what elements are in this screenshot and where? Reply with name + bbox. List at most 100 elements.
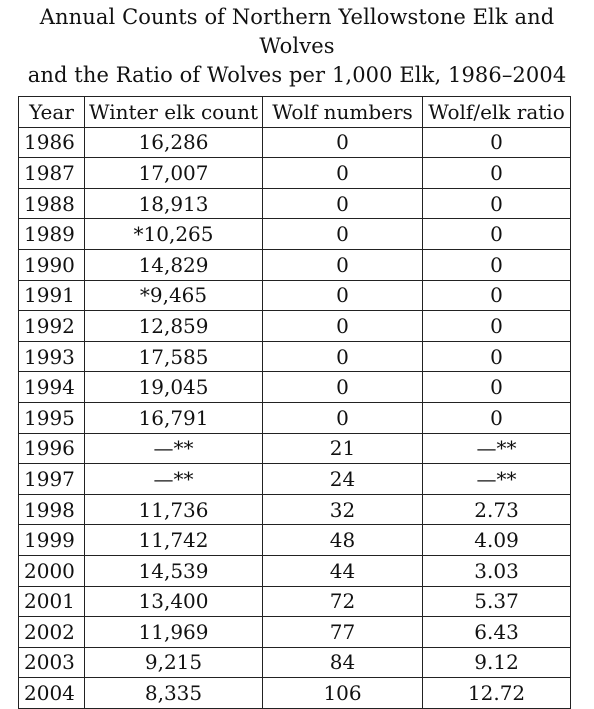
table-row: 1994 19,045 0 0 (18, 371, 572, 403)
cell-year: 1986 (18, 126, 85, 159)
cell-elk-count: 17,007 (83, 157, 264, 189)
table-title: Annual Counts of Northern Yellowstone El… (0, 3, 594, 90)
cell-wolf-numbers: 0 (262, 310, 424, 342)
cell-wolf-numbers: 48 (262, 524, 424, 556)
cell-wolf-elk-ratio: 0 (422, 126, 572, 159)
cell-year: 2004 (18, 677, 85, 709)
cell-wolf-elk-ratio: 3.03 (422, 554, 572, 587)
cell-wolf-numbers: 21 (262, 432, 424, 465)
table-title-line-1: Annual Counts of Northern Yellowstone El… (39, 5, 555, 58)
cell-year: 1989 (18, 218, 85, 250)
cell-year: 2002 (18, 616, 85, 648)
table-row: 2000 14,539 44 3.03 (18, 554, 572, 587)
cell-wolf-numbers: 72 (262, 585, 424, 618)
cell-year: 1999 (18, 524, 85, 556)
cell-wolf-elk-ratio: 0 (422, 340, 572, 373)
cell-wolf-numbers: 0 (262, 401, 424, 434)
cell-elk-count: —** (83, 463, 264, 495)
cell-wolf-numbers: 106 (262, 677, 424, 709)
cell-elk-count: 11,736 (83, 493, 264, 526)
cell-elk-count: 14,539 (83, 554, 264, 587)
elk-wolf-table: Year Winter elk count Wolf numbers Wolf/… (18, 96, 572, 709)
cell-elk-count: 13,400 (83, 585, 264, 618)
cell-wolf-numbers: 0 (262, 371, 424, 403)
cell-wolf-elk-ratio: 0 (422, 187, 572, 220)
table-row: 1998 11,736 32 2.73 (18, 493, 572, 526)
cell-year: 2003 (18, 646, 85, 679)
cell-wolf-elk-ratio: —** (422, 432, 572, 465)
cell-wolf-elk-ratio: 12.72 (422, 677, 572, 709)
table-row: 1987 17,007 0 0 (18, 157, 572, 189)
cell-wolf-elk-ratio: 0 (422, 310, 572, 342)
header-year: Year (18, 96, 85, 128)
table-title-line-2: and the Ratio of Wolves per 1,000 Elk, 1… (27, 63, 567, 87)
cell-elk-count: 16,286 (83, 126, 264, 159)
table-row: 1989 *10,265 0 0 (18, 218, 572, 250)
cell-wolf-elk-ratio: 0 (422, 248, 572, 281)
cell-wolf-elk-ratio: 0 (422, 279, 572, 312)
table-row: 1996 —** 21 —** (18, 432, 572, 465)
table-row: 1992 12,859 0 0 (18, 310, 572, 342)
table-body: 1986 16,286 0 0 1987 17,007 0 0 1988 18,913 0 0 1989… (18, 126, 572, 709)
cell-elk-count: 18,913 (83, 187, 264, 220)
table-row: 2004 8,335 106 12.72 (18, 677, 572, 709)
cell-year: 1997 (18, 463, 85, 495)
cell-year: 1993 (18, 340, 85, 373)
cell-elk-count: 17,585 (83, 340, 264, 373)
cell-wolf-numbers: 0 (262, 126, 424, 159)
cell-wolf-numbers: 84 (262, 646, 424, 679)
cell-elk-count: 11,742 (83, 524, 264, 556)
cell-wolf-numbers: 77 (262, 616, 424, 648)
cell-elk-count: 12,859 (83, 310, 264, 342)
cell-wolf-elk-ratio: —** (422, 463, 572, 495)
table-row: 1990 14,829 0 0 (18, 248, 572, 281)
table-row: 1986 16,286 0 0 (18, 126, 572, 159)
cell-year: 1988 (18, 187, 85, 220)
cell-wolf-numbers: 24 (262, 463, 424, 495)
cell-year: 1991 (18, 279, 85, 312)
header-wolf-numbers: Wolf numbers (262, 96, 424, 128)
header-elk-count: Winter elk count (83, 96, 264, 128)
table-row: 1991 *9,465 0 0 (18, 279, 572, 312)
table-row: 2003 9,215 84 9.12 (18, 646, 572, 679)
cell-year: 1987 (18, 157, 85, 189)
cell-year: 1990 (18, 248, 85, 281)
cell-year: 1998 (18, 493, 85, 526)
cell-elk-count: 16,791 (83, 401, 264, 434)
header-wolf-elk-ratio: Wolf/elk ratio (422, 96, 572, 128)
cell-wolf-elk-ratio: 0 (422, 401, 572, 434)
cell-wolf-elk-ratio: 2.73 (422, 493, 572, 526)
cell-wolf-numbers: 0 (262, 218, 424, 250)
cell-wolf-elk-ratio: 5.37 (422, 585, 572, 618)
cell-wolf-elk-ratio: 4.09 (422, 524, 572, 556)
cell-wolf-numbers: 0 (262, 187, 424, 220)
cell-wolf-elk-ratio: 0 (422, 218, 572, 250)
cell-elk-count: 9,215 (83, 646, 264, 679)
cell-wolf-numbers: 0 (262, 157, 424, 189)
table-row: 2001 13,400 72 5.37 (18, 585, 572, 618)
cell-year: 1994 (18, 371, 85, 403)
cell-year: 1996 (18, 432, 85, 465)
cell-elk-count: 8,335 (83, 677, 264, 709)
cell-wolf-elk-ratio: 0 (422, 371, 572, 403)
cell-year: 1995 (18, 401, 85, 434)
cell-elk-count: 14,829 (83, 248, 264, 281)
table-row: 1999 11,742 48 4.09 (18, 524, 572, 556)
cell-wolf-elk-ratio: 0 (422, 157, 572, 189)
cell-elk-count: *10,265 (83, 218, 264, 250)
header-row: Year Winter elk count Wolf numbers Wolf/… (18, 96, 572, 128)
cell-year: 2001 (18, 585, 85, 618)
cell-wolf-numbers: 0 (262, 340, 424, 373)
table-row: 1995 16,791 0 0 (18, 401, 572, 434)
table-row: 1988 18,913 0 0 (18, 187, 572, 220)
table-row: 1997 —** 24 —** (18, 463, 572, 495)
table-row: 2002 11,969 77 6.43 (18, 616, 572, 648)
cell-wolf-numbers: 32 (262, 493, 424, 526)
cell-year: 2000 (18, 554, 85, 587)
cell-wolf-numbers: 0 (262, 279, 424, 312)
table-row: 1993 17,585 0 0 (18, 340, 572, 373)
cell-year: 1992 (18, 310, 85, 342)
cell-elk-count: 19,045 (83, 371, 264, 403)
cell-elk-count: —** (83, 432, 264, 465)
cell-wolf-elk-ratio: 6.43 (422, 616, 572, 648)
